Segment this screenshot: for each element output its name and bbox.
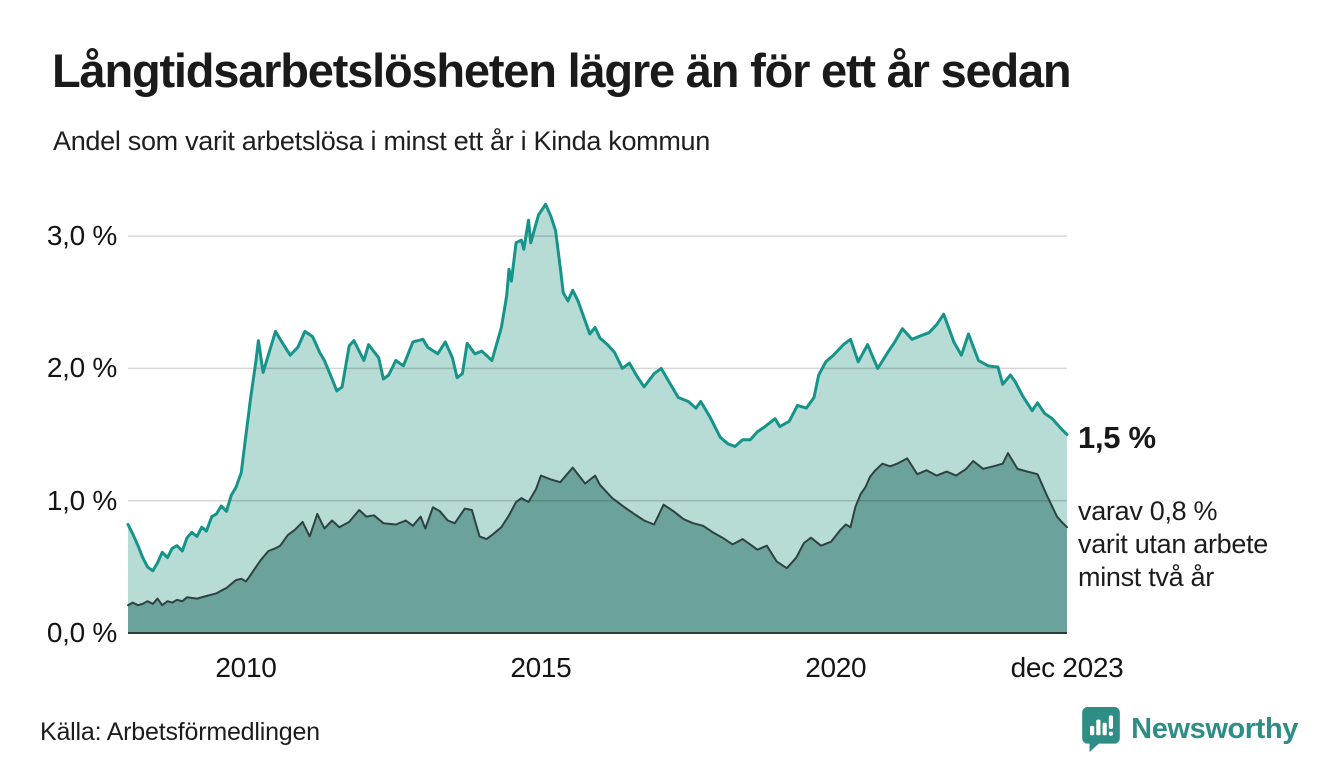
newsworthy-bubble-chart-icon: [1082, 707, 1120, 752]
y-tick-label: 2,0 %: [46, 352, 117, 384]
x-tick-label: 2020: [805, 652, 867, 683]
chart-subtitle: Andel som varit arbetslösa i minst ett å…: [53, 126, 710, 156]
x-tick-label: 2010: [215, 652, 277, 683]
y-tick-label: 3,0 %: [46, 220, 117, 252]
series-end-value-label: 1,5 %: [1078, 420, 1156, 455]
source-credit: Källa: Arbetsförmedlingen: [40, 718, 320, 746]
series-note-annotation: varav 0,8 % varit utan arbete minst två …: [1078, 495, 1268, 594]
y-tick-label: 0,0 %: [46, 617, 117, 648]
x-tick-label: 2015: [510, 652, 572, 683]
newsworthy-wordmark: Newsworthy: [1131, 712, 1298, 745]
y-tick-label: 1,0 %: [46, 484, 117, 516]
note-line: varit utan arbete: [1078, 529, 1269, 559]
page-title: Långtidsarbetslösheten lägre än för ett …: [52, 44, 1072, 97]
note-line: minst två år: [1078, 562, 1214, 592]
newsworthy-logo: Newsworthy: [1081, 706, 1298, 752]
x-tick-label: dec 2023: [1010, 652, 1124, 683]
note-line: varav 0,8 %: [1078, 496, 1218, 526]
